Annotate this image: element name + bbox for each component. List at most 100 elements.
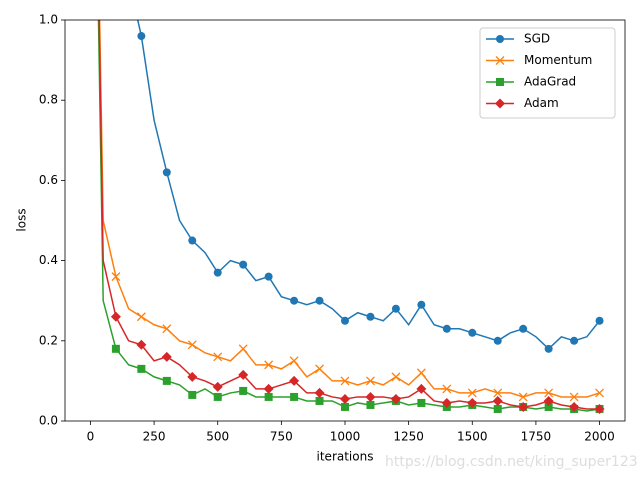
- marker: [341, 316, 349, 325]
- marker: [467, 388, 477, 398]
- plot-area: [97, 20, 605, 414]
- marker: [543, 395, 554, 406]
- marker: [111, 344, 120, 353]
- marker: [111, 272, 121, 282]
- marker: [442, 384, 452, 394]
- marker: [161, 351, 172, 362]
- legend-marker: [496, 35, 504, 43]
- marker: [213, 392, 222, 401]
- marker: [468, 328, 477, 337]
- marker: [340, 393, 350, 404]
- marker: [264, 272, 273, 281]
- marker: [340, 376, 350, 386]
- y-tick-label: 0.6: [39, 173, 58, 187]
- marker: [518, 401, 529, 412]
- marker: [136, 312, 146, 322]
- y-tick-label: 0.2: [39, 333, 58, 347]
- marker: [238, 344, 248, 354]
- x-tick-label: 1750: [521, 430, 552, 444]
- marker: [289, 356, 299, 366]
- marker: [212, 381, 223, 392]
- marker: [213, 268, 222, 277]
- marker: [315, 396, 324, 405]
- y-tick-label: 0.4: [39, 253, 58, 267]
- marker: [441, 397, 452, 408]
- marker: [544, 402, 553, 411]
- marker: [519, 324, 528, 333]
- marker: [390, 393, 401, 404]
- x-tick-label: 1500: [457, 430, 488, 444]
- legend-box: [479, 27, 616, 119]
- marker: [162, 324, 172, 334]
- marker: [188, 390, 197, 399]
- x-tick-label: 0: [87, 430, 95, 444]
- marker: [162, 376, 171, 385]
- marker: [467, 397, 478, 408]
- y-axis-label: loss: [15, 208, 29, 231]
- x-tick-label: 1000: [330, 430, 361, 444]
- y-tick-label: 0.0: [39, 414, 58, 428]
- marker: [290, 296, 299, 305]
- marker: [544, 388, 554, 398]
- marker: [315, 296, 324, 305]
- marker: [136, 339, 147, 350]
- legend-label: Momentum: [524, 53, 592, 67]
- marker: [391, 304, 400, 313]
- y-tick-label: 1.0: [39, 13, 58, 27]
- marker: [366, 400, 375, 409]
- legend-marker: [495, 56, 505, 65]
- marker: [594, 403, 605, 414]
- marker: [442, 324, 451, 333]
- x-tick-label: 750: [270, 430, 293, 444]
- marker: [264, 392, 273, 401]
- marker: [493, 404, 502, 413]
- marker: [365, 376, 375, 386]
- marker: [239, 260, 248, 269]
- marker: [595, 388, 605, 398]
- marker: [290, 392, 299, 401]
- legend-marker: [495, 98, 505, 109]
- marker: [570, 336, 579, 345]
- marker: [314, 387, 325, 398]
- marker: [569, 401, 580, 412]
- marker: [492, 395, 503, 406]
- marker: [187, 371, 198, 382]
- marker: [162, 168, 171, 177]
- marker: [417, 398, 426, 407]
- marker: [137, 32, 146, 41]
- watermark: https://blog.csdn.net/king_super123: [385, 454, 638, 470]
- marker: [188, 236, 197, 245]
- x-tick-label: 2000: [584, 430, 615, 444]
- marker: [391, 372, 401, 382]
- marker: [416, 368, 426, 378]
- marker: [518, 392, 528, 402]
- marker: [417, 300, 426, 309]
- y-tick-label: 0.8: [39, 93, 58, 107]
- x-axis-label: iterations: [317, 450, 374, 464]
- x-tick-label: 1250: [393, 430, 424, 444]
- legend-label: SGD: [524, 32, 550, 46]
- x-tick-label: 500: [206, 430, 229, 444]
- marker: [289, 375, 300, 386]
- marker: [187, 340, 197, 350]
- legend-label: Adam: [524, 96, 559, 110]
- marker: [569, 392, 579, 402]
- marker: [493, 388, 503, 398]
- marker: [341, 402, 349, 411]
- marker: [137, 364, 146, 373]
- marker: [263, 383, 274, 394]
- marker: [544, 344, 553, 353]
- marker: [595, 316, 604, 325]
- marker: [416, 383, 427, 394]
- marker: [213, 352, 223, 362]
- legend-marker: [496, 78, 504, 86]
- marker: [365, 391, 376, 402]
- marker: [366, 312, 375, 321]
- legend-label: AdaGrad: [524, 75, 576, 89]
- marker: [239, 386, 248, 395]
- marker: [493, 336, 502, 345]
- marker: [264, 360, 274, 370]
- marker: [110, 311, 121, 322]
- x-tick-label: 250: [143, 430, 166, 444]
